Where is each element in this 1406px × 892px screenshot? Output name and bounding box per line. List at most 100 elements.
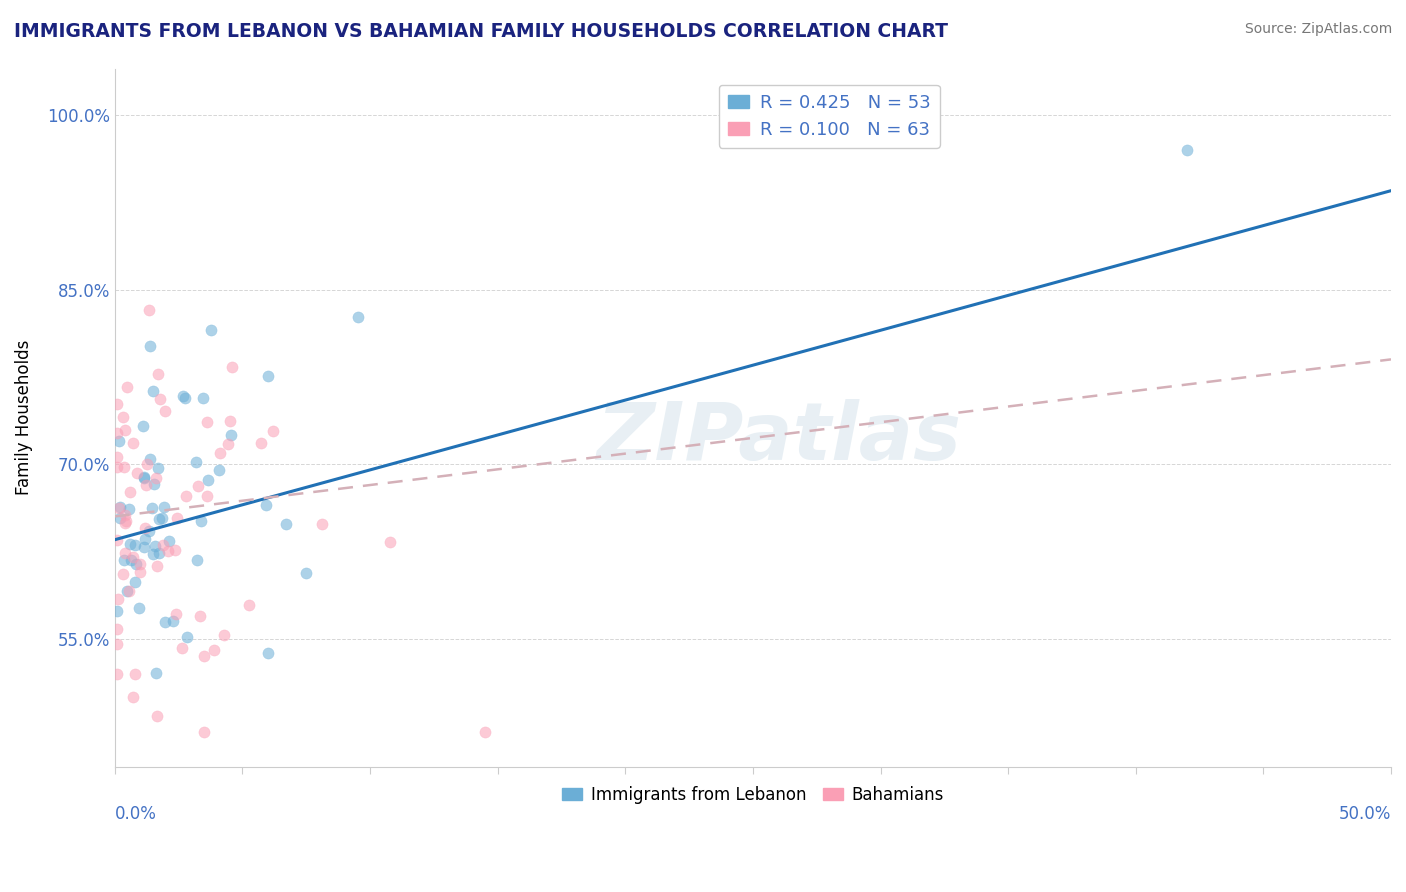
Point (129, 558, 152, 572)
Point (114, 516, 136, 531)
Point (124, 575, 146, 590)
Point (118, 501, 141, 516)
Point (262, 424, 284, 438)
Point (190, 514, 212, 528)
Point (143, 539, 166, 553)
Y-axis label: Family Households: Family Households (15, 340, 32, 495)
Point (256, 368, 278, 383)
Point (114, 423, 136, 437)
Point (141, 500, 163, 515)
Point (108, 501, 131, 516)
Point (170, 640, 193, 655)
Point (111, 566, 134, 581)
Point (138, 303, 160, 318)
Point (250, 435, 273, 450)
Point (128, 601, 150, 615)
Point (134, 532, 156, 546)
Point (105, 622, 128, 636)
Text: IMMIGRANTS FROM LEBANON VS BAHAMIAN FAMILY HOUSEHOLDS CORRELATION CHART: IMMIGRANTS FROM LEBANON VS BAHAMIAN FAMI… (14, 22, 948, 41)
Point (120, 552, 142, 566)
Point (115, 379, 138, 393)
Point (115, 514, 138, 528)
Point (172, 389, 194, 403)
Point (105, 426, 128, 441)
Point (221, 359, 243, 374)
Point (274, 517, 297, 532)
Point (165, 607, 187, 621)
Point (474, 724, 496, 739)
Point (105, 450, 128, 465)
Point (197, 473, 219, 487)
Point (105, 397, 128, 411)
Point (138, 524, 160, 539)
Point (193, 392, 215, 406)
Point (118, 584, 141, 599)
Point (153, 500, 176, 514)
Point (162, 614, 184, 628)
Point (204, 642, 226, 657)
Point (122, 549, 145, 564)
Point (105, 666, 128, 681)
Point (212, 628, 235, 642)
Point (105, 637, 128, 651)
Point (254, 498, 277, 512)
Point (105, 533, 128, 548)
Point (166, 510, 188, 524)
Point (188, 609, 211, 624)
Point (105, 605, 128, 619)
Point (120, 536, 142, 550)
Point (125, 557, 148, 571)
Point (108, 434, 131, 449)
Point (378, 535, 401, 549)
Point (174, 391, 197, 405)
Point (193, 724, 215, 739)
Point (143, 477, 166, 491)
Point (155, 615, 177, 629)
Point (146, 461, 169, 475)
Point (186, 553, 208, 567)
Point (134, 521, 156, 535)
Text: ZIPatlas: ZIPatlas (596, 400, 960, 477)
Point (120, 485, 142, 500)
Point (145, 666, 167, 681)
Point (219, 414, 242, 428)
Point (152, 538, 174, 552)
Point (295, 566, 318, 580)
Point (146, 368, 169, 382)
Point (150, 511, 173, 525)
Point (108, 511, 131, 525)
Text: Source: ZipAtlas.com: Source: ZipAtlas.com (1244, 22, 1392, 37)
Point (347, 310, 370, 325)
Point (124, 538, 146, 552)
Point (136, 457, 159, 471)
Point (145, 708, 167, 723)
Point (311, 516, 333, 531)
Point (132, 471, 155, 485)
Point (114, 508, 136, 522)
Point (121, 690, 143, 704)
Point (128, 565, 150, 579)
Point (208, 463, 231, 477)
Point (157, 533, 180, 548)
Point (174, 489, 197, 503)
Point (148, 546, 170, 560)
Point (127, 466, 149, 480)
Legend: Immigrants from Lebanon, Bahamians: Immigrants from Lebanon, Bahamians (555, 780, 950, 811)
Point (145, 471, 167, 485)
Point (142, 547, 165, 561)
Point (111, 409, 134, 424)
Point (134, 470, 156, 484)
Point (135, 478, 157, 492)
Point (105, 460, 128, 475)
Text: 50.0%: 50.0% (1339, 805, 1391, 823)
Point (217, 437, 239, 451)
Point (131, 419, 153, 434)
Point (121, 435, 143, 450)
Point (176, 630, 198, 644)
Point (112, 553, 135, 567)
Point (193, 649, 215, 664)
Point (107, 591, 129, 606)
Point (195, 415, 218, 429)
Point (1175, 143, 1198, 157)
Point (208, 446, 231, 460)
